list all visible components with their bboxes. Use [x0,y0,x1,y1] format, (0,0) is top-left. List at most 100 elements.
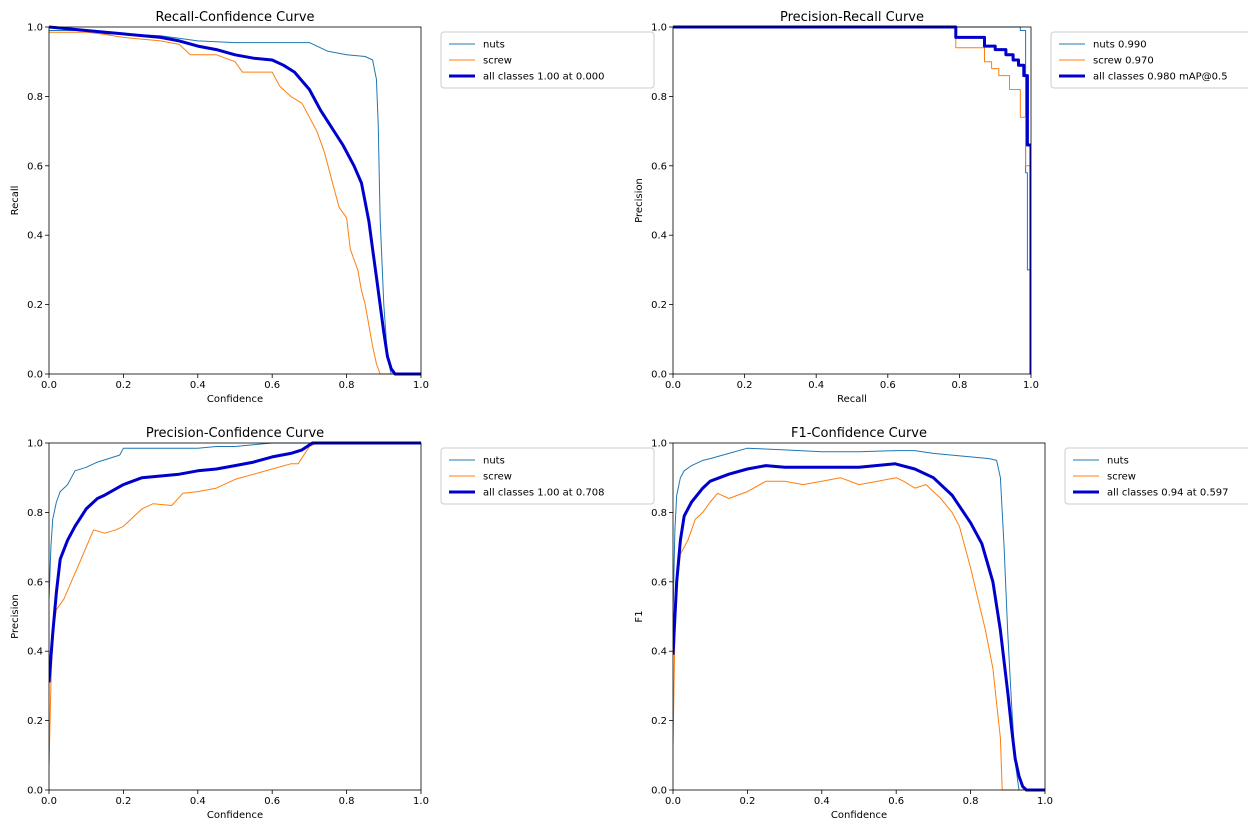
legend-label: screw [1107,472,1136,483]
x-tick-label: 0.4 [190,796,206,807]
x-tick-label: 0.6 [264,380,280,391]
chart-title: Recall-Confidence Curve [155,10,314,25]
x-axis-label: Confidence [207,394,263,405]
legend-label: nuts [483,456,505,467]
x-tick-label: 0.0 [41,796,57,807]
x-tick-label: 0.2 [737,380,753,391]
y-tick-label: 0.6 [651,161,667,172]
x-tick-label: 0.2 [739,796,755,807]
legend-label: screw 0.970 [1093,56,1154,67]
series-line-all-classes-1-00-at-0-708 [49,441,421,683]
series-line-all-classes-1-00-at-0-000 [49,25,421,376]
legend-label: screw [483,56,512,67]
y-tick-label: 0.8 [651,92,667,103]
y-tick-label: 1.0 [27,439,43,450]
chart-f1-confidence-curve: F1-Confidence Curve 0.0 0.2 0.4 0.6 0.8 1.0 0.0… [634,426,1248,821]
chart-recall-confidence-curve: Recall-Confidence Curve 0.0 0.2 0.4 0.6 0.8 1.… [10,10,655,405]
y-axis-label: Precision [634,178,645,223]
x-tick-label: 0.8 [339,796,355,807]
series-line-nuts [49,442,421,600]
x-tick-label: 0.6 [880,380,896,391]
x-tick-label: 0.2 [115,796,131,807]
axes-frame [48,442,422,791]
x-tick-label: 1.0 [1037,796,1053,807]
legend-box [440,447,655,505]
series-line-all-classes-0-980-map-0-5 [673,25,1031,374]
y-tick-label: 0.2 [651,300,667,311]
y-tick-label: 0.8 [651,508,667,519]
series-line-screw [673,477,1045,791]
plot-area [49,25,421,376]
y-tick-label: 0.2 [651,716,667,727]
y-tick-label: 1.0 [651,439,667,450]
axes-frame [672,442,1046,791]
chart-precision-confidence-curve: Precision-Confidence Curve 0.0 0.2 0.4 0.6 0.… [10,426,655,821]
legend: nuts screw all classes 0.94 at 0.597 [1064,447,1248,505]
y-tick-label: 1.0 [27,23,43,34]
y-tick-label: 0.2 [27,716,43,727]
x-axis-label: Recall [837,394,867,405]
legend-label: screw [483,472,512,483]
y-tick-label: 0.2 [27,300,43,311]
x-tick-label: 0.8 [951,380,967,391]
x-tick-label: 0.0 [665,796,681,807]
y-axis-label: Recall [10,186,21,216]
x-tick-label: 0.0 [41,380,57,391]
y-tick-label: 0.4 [27,647,43,658]
legend-box [1064,447,1248,505]
y-tick-label: 0.6 [27,577,43,588]
legend-label: all classes 1.00 at 0.000 [483,72,605,83]
x-tick-label: 1.0 [1023,380,1039,391]
plot-area [49,441,421,766]
x-axis-label: Confidence [207,810,263,821]
legend-label: nuts [483,40,505,51]
chart-precision-recall-curve: Precision-Recall Curve 0.0 0.2 0.4 0.6 0.8 1.0… [634,10,1248,405]
series-line-nuts-0-990 [673,26,1031,374]
y-tick-label: 0.0 [651,370,667,381]
y-tick-label: 0.4 [651,231,667,242]
y-tick-label: 0.8 [27,92,43,103]
x-tick-label: 0.4 [814,796,830,807]
legend-label: all classes 0.980 mAP@0.5 [1093,72,1228,83]
plot-area [673,447,1045,792]
x-tick-label: 0.4 [808,380,824,391]
x-tick-label: 1.0 [413,796,429,807]
y-tick-label: 0.8 [27,508,43,519]
legend: nuts 0.990 screw 0.970 all classes 0.980 m… [1050,31,1248,89]
y-tick-label: 1.0 [651,23,667,34]
axes-frame [672,26,1032,375]
series-line-screw [49,442,421,766]
legend-label: all classes 0.94 at 0.597 [1107,488,1229,499]
y-tick-label: 0.6 [651,577,667,588]
y-tick-label: 0.4 [651,647,667,658]
y-axis-label: F1 [634,610,645,622]
legend-box [1050,31,1248,89]
x-tick-label: 0.0 [665,380,681,391]
x-tick-label: 0.6 [264,796,280,807]
y-tick-label: 0.4 [27,231,43,242]
legend-label: nuts [1107,456,1129,467]
series-line-screw [49,31,421,375]
y-tick-label: 0.0 [27,786,43,797]
chart-title: Precision-Recall Curve [780,10,924,25]
x-axis-label: Confidence [831,810,887,821]
legend: nuts screw all classes 1.00 at 0.708 [440,447,655,505]
x-tick-label: 1.0 [413,380,429,391]
x-tick-label: 0.6 [888,796,904,807]
series-line-all-classes-0-94-at-0-597 [673,462,1045,792]
chart-title: F1-Confidence Curve [791,426,927,441]
y-tick-label: 0.0 [27,370,43,381]
x-tick-label: 0.2 [115,380,131,391]
x-tick-label: 0.8 [963,796,979,807]
chart-title: Precision-Confidence Curve [146,426,324,441]
y-tick-label: 0.0 [651,786,667,797]
legend-box [440,31,655,89]
x-tick-label: 0.4 [190,380,206,391]
legend: nuts screw all classes 1.00 at 0.000 [440,31,655,89]
y-axis-label: Precision [10,594,21,639]
y-tick-label: 0.6 [27,161,43,172]
x-tick-label: 0.8 [339,380,355,391]
legend-label: all classes 1.00 at 0.708 [483,488,605,499]
series-line-screw-0-970 [673,26,1031,374]
